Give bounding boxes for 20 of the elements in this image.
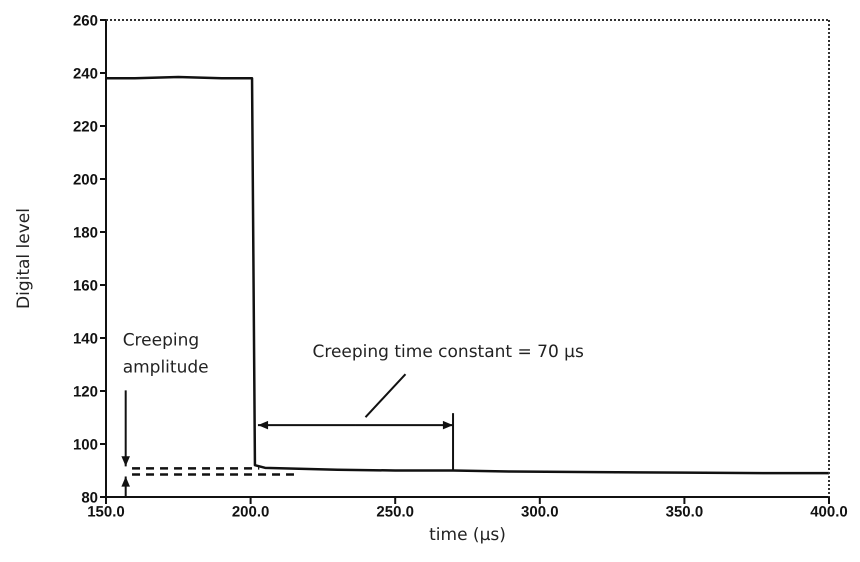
y-tick-label: 160 (72, 277, 98, 294)
y-tick-label: 220 (72, 118, 98, 136)
x-tick-label: 400.0 (810, 504, 848, 521)
x-tick-label: 300.0 (521, 504, 559, 521)
annotation: Creeping amplitude (122, 330, 209, 378)
y-tick-label: 260 (72, 12, 98, 30)
y-tick-label: 80 (81, 489, 98, 506)
y-tick-label: 180 (72, 224, 98, 242)
x-tick-label: 250.0 (376, 504, 414, 521)
y-axis-title: Digital level (14, 208, 34, 309)
annotation: Creeping time constant = 70 μs (312, 342, 584, 362)
y-tick-label: 120 (72, 383, 98, 400)
x-tick-label: 150.0 (87, 504, 125, 521)
y-tick-label: 200 (72, 171, 98, 188)
x-tick-label: 200.0 (232, 504, 270, 521)
y-tick-label: 100 (72, 436, 98, 454)
x-tick-label: 350.0 (666, 504, 704, 521)
y-tick-label: 140 (72, 330, 98, 348)
y-tick-label: 240 (72, 65, 98, 82)
x-axis-title: time (μs) (429, 525, 506, 545)
